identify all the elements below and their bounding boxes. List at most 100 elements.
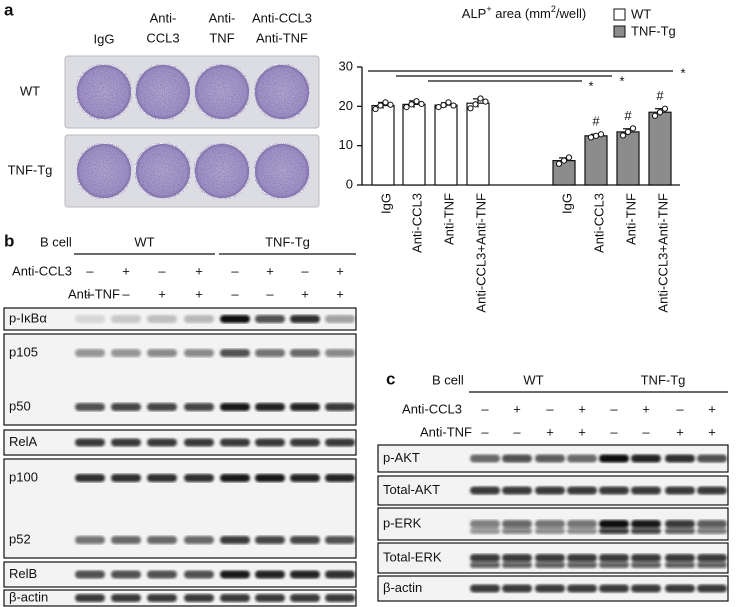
data-point [382,99,389,106]
data-point [656,109,664,116]
blot-label: Total-AKT [383,482,440,497]
x-tick-label: Anti-CCL3+Anti-TNF [473,193,488,313]
band [255,570,285,579]
data-point [418,100,425,108]
data-point [477,95,484,102]
data-point [597,131,605,138]
band [75,315,105,323]
data-point [592,132,600,139]
blot-label: RelA [9,434,38,449]
well [75,63,133,121]
band [75,594,105,602]
treatment-sign: – [642,424,650,439]
title-part: ALP [462,6,487,21]
data-point [651,112,659,119]
column-label: Anti- [150,10,177,25]
blot-label: β-actin [9,589,48,604]
data-point [565,154,573,161]
treatment-sign: + [578,424,586,439]
band [502,554,532,562]
band [535,520,565,528]
header: B cell [40,234,72,249]
column-label: TNF [209,30,234,45]
data-point [467,105,474,112]
group-label: TNF-Tg [641,372,686,387]
blot-label: p100 [9,469,38,484]
data-point [387,101,394,108]
significance-star: * [680,65,685,80]
well [253,142,311,200]
title-part: 2 [551,4,556,14]
band [567,554,597,562]
data-point [619,132,627,139]
treatment-label: Anti-CCL3 [12,263,72,278]
band [325,438,355,447]
band [147,594,177,602]
treatment-sign: + [336,263,344,278]
band [502,562,532,568]
band [502,486,532,495]
band [290,474,320,482]
treatment-sign: + [122,263,130,278]
treatment-sign: – [513,424,521,439]
column-label: CCL3 [146,30,179,45]
data-point [440,102,447,109]
band [325,315,355,323]
band [255,536,285,544]
treatment-sign: + [158,286,166,301]
band [502,454,532,463]
band [631,486,661,495]
band [147,570,177,579]
column-label: Anti-TNF [256,30,308,45]
band [567,562,597,568]
panel-label: a [4,0,14,19]
treatment-label: Anti-TNF [68,286,120,301]
x-tick-label: IgG [378,193,393,214]
band [470,562,500,568]
blot-label: p52 [9,531,31,546]
data-point [413,98,420,105]
band [111,594,141,602]
data-point [587,134,595,141]
x-tick-label: Anti-CCL3 [591,193,606,253]
x-tick-label: IgG [559,193,574,214]
band [184,536,214,544]
band [290,403,320,411]
bar [584,135,608,186]
treatment-sign: + [513,401,521,416]
treatment-sign: + [708,424,716,439]
band [184,349,214,357]
band [535,486,565,495]
band [290,536,320,544]
band [111,438,141,447]
band [147,349,177,357]
data-point [555,160,563,167]
band [665,562,695,568]
data-point [629,125,637,132]
band [147,438,177,447]
band [75,349,105,357]
treatment-sign: – [122,286,130,301]
treatment-sign: – [231,263,239,278]
treatment-label: Anti-CCL3 [402,401,462,416]
band [111,403,141,411]
column-label: Anti-CCL3 [252,10,312,25]
band [111,570,141,579]
band [697,454,727,463]
band [599,584,629,593]
band [631,528,661,534]
blot-label: p105 [9,344,38,359]
y-tick-label: 0 [346,176,353,191]
band [502,528,532,534]
title-part: + [486,4,491,14]
band [255,474,285,482]
band [470,584,500,593]
treatment-sign: + [195,263,203,278]
treatment-sign: + [336,286,344,301]
panel-label: b [4,231,14,250]
band [255,315,285,323]
band [599,528,629,534]
band [599,454,629,463]
band [220,315,250,323]
band [697,562,727,568]
